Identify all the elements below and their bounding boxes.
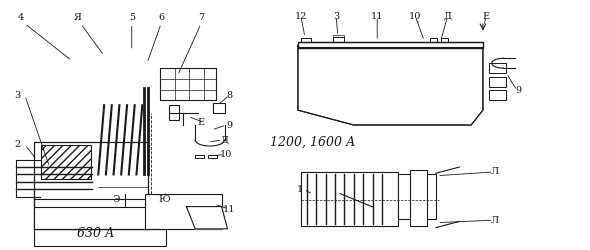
Bar — [301, 38, 312, 42]
Bar — [489, 63, 506, 73]
Text: 11: 11 — [371, 12, 384, 21]
Text: E: E — [198, 118, 205, 127]
Bar — [160, 68, 216, 100]
Text: 4: 4 — [18, 13, 24, 22]
Polygon shape — [186, 206, 228, 229]
Bar — [34, 229, 166, 246]
Text: 7: 7 — [198, 13, 204, 22]
Text: 12: 12 — [294, 12, 307, 21]
Bar — [208, 155, 217, 158]
Text: 8: 8 — [226, 91, 232, 100]
Bar — [441, 38, 448, 42]
Text: Д: Д — [221, 135, 228, 144]
Text: 9: 9 — [515, 86, 521, 95]
Text: Д: Д — [444, 12, 452, 21]
Bar — [298, 42, 483, 48]
Bar — [41, 145, 91, 180]
Text: Л: Л — [491, 216, 499, 225]
Polygon shape — [298, 46, 483, 125]
Text: Я: Я — [74, 13, 81, 22]
Text: Л: Л — [491, 168, 499, 176]
Bar — [34, 142, 148, 229]
Text: Э: Э — [112, 195, 120, 204]
Text: 5: 5 — [129, 13, 135, 22]
Bar — [489, 77, 506, 87]
Text: 3: 3 — [333, 12, 339, 21]
Text: 630 А: 630 А — [77, 227, 114, 240]
Text: 1200, 1600 А: 1200, 1600 А — [270, 136, 355, 149]
Bar — [169, 105, 179, 120]
Text: 11: 11 — [223, 204, 235, 214]
Text: 6: 6 — [158, 13, 164, 22]
Bar — [489, 90, 506, 100]
Text: 1: 1 — [297, 185, 303, 194]
Text: Ю: Ю — [159, 195, 171, 204]
Bar — [34, 206, 222, 229]
Bar — [333, 35, 344, 37]
Text: Е: Е — [482, 12, 490, 21]
Text: 10: 10 — [409, 12, 422, 21]
Text: 3: 3 — [15, 91, 21, 100]
Bar — [398, 174, 436, 219]
Bar — [195, 155, 204, 158]
Bar — [301, 172, 398, 226]
Bar — [145, 194, 222, 229]
Bar — [34, 199, 148, 229]
Text: 2: 2 — [15, 140, 21, 149]
Bar — [430, 38, 437, 42]
Bar — [409, 170, 427, 226]
Bar — [213, 103, 225, 113]
Bar — [333, 37, 344, 42]
Text: 10: 10 — [220, 150, 232, 159]
Text: 9: 9 — [226, 120, 232, 130]
